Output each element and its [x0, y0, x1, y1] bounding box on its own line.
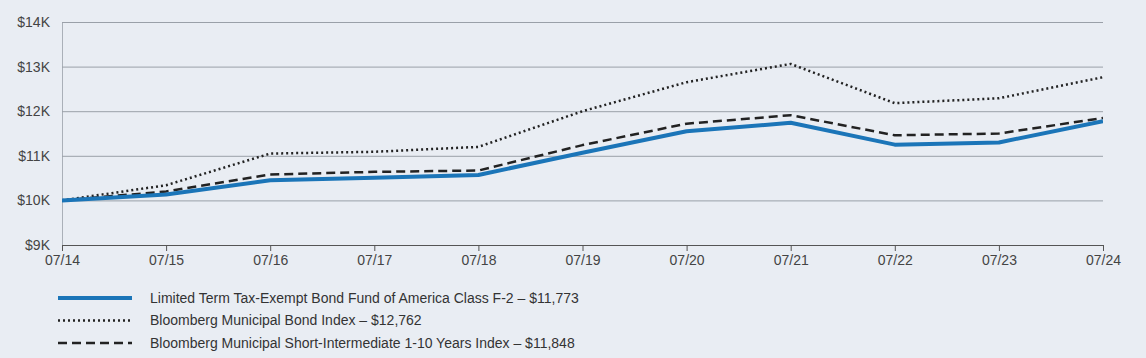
x-tick-mark	[999, 245, 1000, 251]
grid-line	[62, 67, 1103, 68]
y-tick-label: $9K	[25, 237, 51, 253]
grid-line	[62, 200, 1103, 201]
x-tick: 07/16	[253, 245, 288, 268]
x-tick: 07/18	[461, 245, 496, 268]
x-tick-label: 07/24	[1086, 252, 1121, 268]
x-tick-mark	[478, 245, 479, 251]
x-tick-mark	[166, 245, 167, 251]
x-tick-label: 07/21	[774, 252, 809, 268]
y-tick: $12K	[17, 103, 1103, 119]
series-line	[62, 64, 1103, 200]
grid-line	[62, 22, 1103, 23]
x-tick-mark	[895, 245, 896, 251]
y-tick-label: $12K	[17, 103, 50, 119]
x-tick: 07/21	[774, 245, 809, 268]
x-tick-mark	[270, 245, 271, 251]
plot: $9K$10K$11K$12K$13K$14K07/1407/1507/1607…	[17, 14, 1121, 268]
legend-item: Limited Term Tax-Exempt Bond Fund of Ame…	[58, 290, 579, 306]
lines	[62, 64, 1103, 200]
legend: Limited Term Tax-Exempt Bond Fund of Ame…	[58, 290, 579, 351]
x-tick: 07/14	[45, 245, 80, 268]
x-tick-label: 07/20	[670, 252, 705, 268]
x-tick-label: 07/23	[982, 252, 1017, 268]
legend-swatch	[58, 342, 132, 345]
x-tick-mark	[791, 245, 792, 251]
x-tick-mark	[583, 245, 584, 251]
chart: $9K$10K$11K$12K$13K$14K07/1407/1507/1607…	[0, 0, 1146, 358]
y-tick-label: $13K	[17, 59, 50, 75]
legend-label: Bloomberg Municipal Bond Index – $12,762	[150, 312, 422, 328]
series-line	[62, 121, 1103, 200]
legend-label: Bloomberg Municipal Short-Intermediate 1…	[150, 335, 575, 351]
x-tick-label: 07/15	[149, 252, 184, 268]
y-tick-label: $14K	[17, 14, 50, 30]
x-tick: 07/19	[565, 245, 600, 268]
y-tick-label: $11K	[18, 148, 50, 164]
grid-line	[62, 156, 1103, 157]
x-tick-mark	[1103, 245, 1104, 251]
legend-swatch	[58, 319, 132, 322]
x-tick-label: 07/22	[878, 252, 913, 268]
x-tick-label: 07/14	[45, 252, 80, 268]
series-line	[62, 115, 1103, 200]
x-tick-label: 07/16	[253, 252, 288, 268]
x-tick: 07/17	[357, 245, 392, 268]
y-tick: $9K	[25, 237, 1103, 253]
x-tick: 07/20	[670, 245, 705, 268]
legend-item: Bloomberg Municipal Short-Intermediate 1…	[58, 335, 575, 351]
grid-line	[62, 111, 1103, 112]
x-axis: 07/14 07/15 07/16 07/17 07/18 07/19 07/20 07/21…	[45, 245, 1121, 268]
legend-swatch	[58, 296, 132, 300]
y-tick: $13K	[17, 59, 1103, 75]
x-tick: 07/22	[878, 245, 913, 268]
x-tick-mark	[62, 245, 63, 251]
x-tick-label: 07/18	[461, 252, 496, 268]
x-tick-mark	[687, 245, 688, 251]
y-axis: $9K $10K $11K $12K $13K $14K	[17, 14, 1103, 253]
y-tick: $10K	[17, 192, 1103, 208]
x-tick-label: 07/17	[357, 252, 392, 268]
x-tick: 07/24	[1086, 245, 1121, 268]
x-tick-mark	[374, 245, 375, 251]
y-tick-label: $10K	[17, 192, 50, 208]
y-tick: $14K	[17, 14, 1103, 30]
y-axis-line	[62, 23, 63, 246]
x-tick-label: 07/19	[565, 252, 600, 268]
legend-item: Bloomberg Municipal Bond Index – $12,762	[58, 312, 422, 328]
x-tick: 07/15	[149, 245, 184, 268]
x-tick: 07/23	[982, 245, 1017, 268]
legend-label: Limited Term Tax-Exempt Bond Fund of Ame…	[150, 290, 579, 306]
